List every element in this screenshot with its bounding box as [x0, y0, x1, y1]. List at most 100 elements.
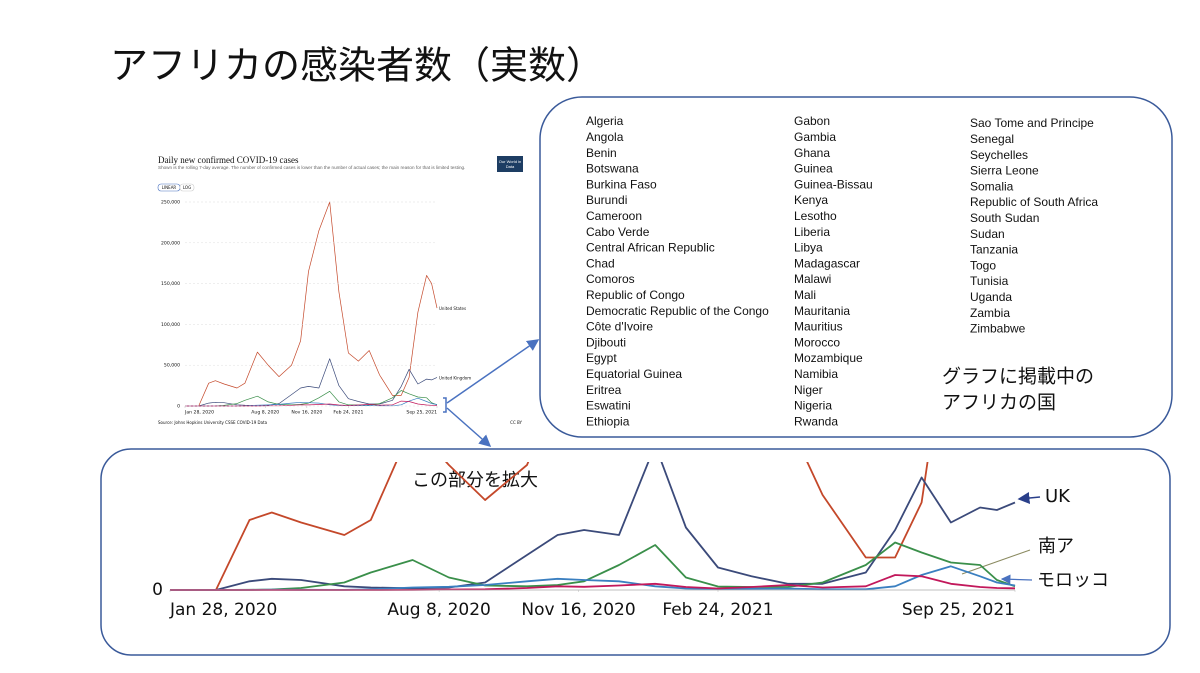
country: Eritrea — [586, 383, 622, 397]
series-line — [185, 201, 438, 407]
country: Malawi — [794, 272, 831, 286]
zoom-box — [100, 448, 1171, 656]
country: Djibouti — [586, 335, 626, 349]
country: Somalia — [970, 179, 1014, 193]
country: Tanzania — [970, 243, 1018, 257]
arrow — [446, 407, 492, 447]
x-tick-label: Feb 24, 2021 — [333, 410, 363, 416]
country: Eswatini — [586, 399, 631, 413]
plot — [185, 201, 438, 407]
country: Zimbabwe — [970, 322, 1026, 336]
arrow — [1000, 574, 1033, 585]
country: Togo — [970, 258, 996, 272]
x-tick-label: Sep 25, 2021 — [902, 600, 1015, 620]
annotation: モロッコ — [1037, 570, 1109, 591]
arrow — [446, 339, 540, 404]
country: Cabo Verde — [586, 225, 650, 239]
y-tick-label: 200,000 — [161, 240, 180, 246]
country: Madagascar — [794, 256, 860, 270]
series-line — [185, 390, 438, 407]
country: Botswana — [586, 162, 639, 176]
logo-text: Our World in Data — [498, 159, 522, 169]
source: Source: Johns Hopkins University CSSE CO… — [158, 420, 268, 425]
x-tick-label: Aug 8, 2020 — [387, 600, 491, 620]
caption-line: グラフに掲載中の — [942, 366, 1094, 388]
country: Sao Tome and Principe — [970, 116, 1094, 130]
series-label: United Kingdom — [439, 375, 471, 380]
arrow — [1017, 492, 1041, 504]
country: Seychelles — [970, 148, 1028, 162]
country: Algeria — [586, 114, 624, 128]
license: CC BY — [510, 420, 522, 425]
country: Libya — [794, 241, 823, 255]
x-tick-label: Jan 28, 2020 — [184, 410, 214, 416]
country: Gambia — [794, 130, 836, 144]
country: Chad — [586, 256, 615, 270]
country: Republic of South Africa — [970, 195, 1098, 209]
country: Kenya — [794, 193, 828, 207]
country: Nigeria — [794, 399, 832, 413]
y-tick-label: 250,000 — [161, 200, 180, 206]
country: Cameroon — [586, 209, 642, 223]
country: Guinea — [794, 162, 833, 176]
country: Mauritius — [794, 320, 843, 334]
x-tick-label: Feb 24, 2021 — [662, 600, 773, 620]
country: Mozambique — [794, 351, 863, 365]
log-button — [179, 183, 195, 192]
x-tick-label: Nov 16, 2020 — [291, 410, 322, 416]
country: Comoros — [586, 272, 635, 286]
series-line — [185, 358, 438, 407]
logo-box: Our World in Data — [498, 159, 522, 169]
x-tick-label: Sep 25, 2021 — [406, 410, 437, 416]
linear-label: LINEAR — [162, 185, 177, 190]
country: Guinea-Bissau — [794, 177, 873, 191]
country: Ghana — [794, 146, 830, 160]
zoom-title: この部分を拡大 — [412, 470, 538, 491]
series-line — [185, 400, 438, 407]
country: Mali — [794, 288, 816, 302]
country: Sudan — [970, 227, 1005, 241]
series-label: United States — [439, 306, 466, 311]
plot — [169, 462, 1016, 591]
logo — [497, 156, 523, 172]
thumb-subtitle-box: Shown is the rolling 7-day average. The … — [158, 165, 466, 170]
caption-line: アフリカの国 — [942, 392, 1056, 414]
annotation: 南ア — [1038, 536, 1074, 557]
country: South Sudan — [970, 211, 1039, 225]
country: Democratic Republic of the Congo — [586, 304, 769, 318]
thumbnail-frame — [153, 148, 528, 433]
x-tick-label: Jan 28, 2020 — [169, 600, 277, 620]
y-tick-label: 150,000 — [161, 281, 180, 287]
y-tick-label: 50,000 — [164, 363, 180, 369]
country: Rwanda — [794, 414, 838, 428]
y-tick-label: 0 — [152, 580, 163, 600]
y-tick-label: 0 — [177, 404, 180, 410]
annotation: UK — [1045, 486, 1071, 507]
arrow — [961, 549, 1031, 575]
country: Burundi — [586, 193, 627, 207]
country: Lesotho — [794, 209, 837, 223]
country: Benin — [586, 146, 617, 160]
series-line — [170, 462, 1016, 591]
thumb-title: Daily new confirmed COVID-19 cases — [158, 155, 299, 165]
x-tick-label: Nov 16, 2020 — [521, 600, 635, 620]
country: Equatorial Guinea — [586, 367, 682, 381]
country: Angola — [586, 130, 624, 144]
bracket — [443, 397, 447, 413]
country: Morocco — [794, 335, 840, 349]
x-tick-label: Aug 8, 2020 — [251, 410, 279, 416]
country-box — [539, 96, 1173, 438]
country: Uganda — [970, 290, 1012, 304]
country: Sierra Leone — [970, 164, 1039, 178]
country: Liberia — [794, 225, 830, 239]
slide-title: アフリカの感染者数（実数） — [110, 44, 604, 88]
country: Burkina Faso — [586, 177, 657, 191]
country: Egypt — [586, 351, 617, 365]
series-line — [169, 462, 929, 591]
thumb-subtitle: Shown is the rolling 7-day average. The … — [158, 165, 466, 170]
country: Niger — [794, 383, 823, 397]
country: Ethiopia — [586, 414, 630, 428]
y-tick-label: 100,000 — [161, 322, 180, 328]
